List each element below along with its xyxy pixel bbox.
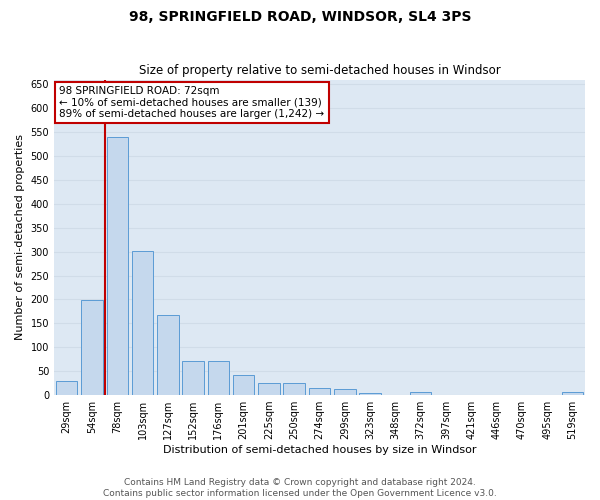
- Bar: [208, 360, 229, 395]
- Text: 98, SPRINGFIELD ROAD, WINDSOR, SL4 3PS: 98, SPRINGFIELD ROAD, WINDSOR, SL4 3PS: [129, 10, 471, 24]
- Bar: [56, 380, 77, 395]
- Bar: [334, 390, 356, 395]
- Title: Size of property relative to semi-detached houses in Windsor: Size of property relative to semi-detach…: [139, 64, 500, 77]
- Y-axis label: Number of semi-detached properties: Number of semi-detached properties: [15, 134, 25, 340]
- Bar: [359, 393, 381, 395]
- Bar: [157, 315, 179, 395]
- Bar: [233, 375, 254, 395]
- Bar: [107, 137, 128, 395]
- Text: 98 SPRINGFIELD ROAD: 72sqm
← 10% of semi-detached houses are smaller (139)
89% o: 98 SPRINGFIELD ROAD: 72sqm ← 10% of semi…: [59, 86, 325, 119]
- Bar: [81, 300, 103, 395]
- Bar: [309, 388, 330, 395]
- Bar: [258, 382, 280, 395]
- Text: Contains HM Land Registry data © Crown copyright and database right 2024.
Contai: Contains HM Land Registry data © Crown c…: [103, 478, 497, 498]
- Bar: [132, 250, 153, 395]
- Bar: [283, 382, 305, 395]
- Bar: [182, 360, 204, 395]
- Bar: [410, 392, 431, 395]
- Bar: [562, 392, 583, 395]
- X-axis label: Distribution of semi-detached houses by size in Windsor: Distribution of semi-detached houses by …: [163, 445, 476, 455]
